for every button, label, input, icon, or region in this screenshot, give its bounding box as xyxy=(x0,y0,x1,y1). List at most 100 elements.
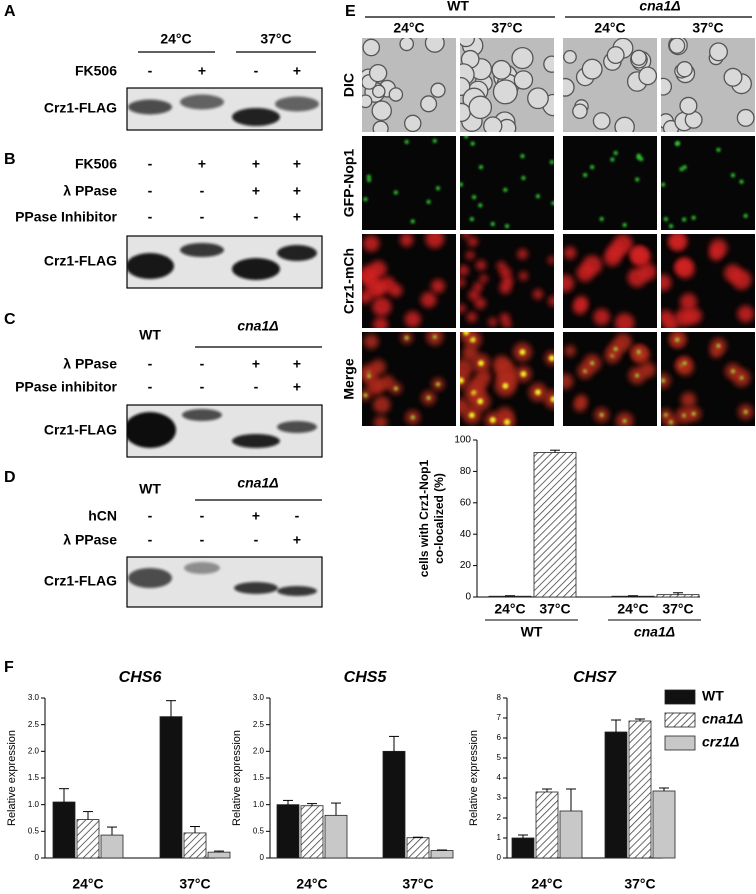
treatment-mark: + xyxy=(252,183,260,199)
nucleolus xyxy=(679,167,684,172)
bar xyxy=(628,720,652,859)
cell xyxy=(543,55,554,73)
blot xyxy=(126,235,323,289)
treatment-mark: - xyxy=(148,63,153,79)
bar xyxy=(488,595,532,598)
cell-signal xyxy=(465,250,475,260)
cell xyxy=(404,114,422,132)
y-tick-label: 0 xyxy=(497,853,502,862)
x-tick-label: 37°C xyxy=(624,876,655,892)
group-label: cna1Δ xyxy=(634,624,675,640)
cell xyxy=(420,95,438,113)
band xyxy=(277,245,317,261)
cell xyxy=(399,38,415,52)
treatment-mark: + xyxy=(198,63,206,79)
y-tick-label: 1 xyxy=(497,833,502,842)
cell xyxy=(527,87,549,110)
y-tick-label: 40 xyxy=(460,529,472,540)
error-bar xyxy=(307,803,317,806)
temperature-header: 24°C xyxy=(594,20,625,36)
colocalized xyxy=(393,386,398,391)
panel-label: A xyxy=(4,3,16,20)
micrograph xyxy=(563,38,657,132)
legend-swatch xyxy=(664,712,696,728)
cell-signal xyxy=(373,317,389,328)
nucleolus xyxy=(549,160,554,165)
nucleolus xyxy=(426,199,431,204)
cell-signal xyxy=(475,259,487,271)
strain-header: cna1Δ xyxy=(639,0,680,14)
treatment-mark: - xyxy=(148,209,153,225)
cell xyxy=(511,46,534,70)
treatment-label: λ PPase xyxy=(63,356,117,372)
nucleolus xyxy=(404,139,409,144)
cell xyxy=(371,100,392,121)
cell-signal xyxy=(631,246,647,262)
condition-header: 24°C xyxy=(160,31,191,47)
band xyxy=(184,562,220,574)
cell-signal xyxy=(563,373,574,390)
blot-area xyxy=(128,562,317,596)
treatment-mark: - xyxy=(254,379,259,395)
blot-target: Crz1-FLAG xyxy=(44,100,117,116)
colocalized xyxy=(739,375,744,380)
treatment-label: λ PPase xyxy=(63,183,117,199)
colocalized xyxy=(675,337,680,342)
cell-signal xyxy=(473,282,483,292)
cell xyxy=(606,46,625,65)
cell-signal xyxy=(488,317,498,327)
cell xyxy=(424,38,445,53)
cell-signal xyxy=(460,278,466,287)
y-tick-label: 2 xyxy=(497,813,502,822)
y-tick-label: 0 xyxy=(35,853,40,862)
nucleolus xyxy=(622,222,627,227)
blot-target: Crz1-FLAG xyxy=(44,253,117,269)
nucleolus xyxy=(583,173,588,178)
cell xyxy=(638,66,657,86)
cell-signal xyxy=(680,392,696,408)
panel-label: E xyxy=(345,3,356,20)
nucleolus xyxy=(675,141,680,146)
colocalized xyxy=(520,370,527,377)
cell-signal xyxy=(639,362,656,378)
blot-target: Crz1-FLAG xyxy=(44,422,117,438)
legend-swatch xyxy=(664,689,696,705)
cell-signal xyxy=(389,283,403,298)
cell-signal xyxy=(425,234,445,249)
colocalized xyxy=(613,347,618,352)
nucleolus xyxy=(669,224,674,229)
cell xyxy=(661,77,673,96)
micrograph xyxy=(563,234,657,328)
y-tick-label: 60 xyxy=(460,497,472,508)
treatment-mark: + xyxy=(293,156,301,172)
cell-signal xyxy=(563,246,577,260)
cell-signal xyxy=(680,293,697,311)
cell-signal xyxy=(638,263,657,281)
y-tick-label: 5 xyxy=(497,753,502,762)
channel-label: DIC xyxy=(341,73,357,97)
cell-signal xyxy=(467,236,478,247)
colocalized xyxy=(682,413,687,418)
cell xyxy=(492,79,518,105)
treatment-mark: - xyxy=(148,508,153,524)
x-tick-label: 24°C xyxy=(72,876,103,892)
colocalized xyxy=(743,409,748,414)
colocalized xyxy=(367,373,372,378)
treatment-mark: + xyxy=(293,379,301,395)
error-bar xyxy=(107,826,117,836)
error-bar xyxy=(190,826,200,833)
strain-header: WT xyxy=(447,0,469,14)
y-tick-label: 2.5 xyxy=(28,720,40,729)
bar xyxy=(382,750,406,859)
micrograph-bg xyxy=(362,136,456,230)
cell-signal xyxy=(460,332,474,340)
band xyxy=(180,243,224,257)
y-tick-label: 0.5 xyxy=(28,826,40,835)
nucleolus xyxy=(610,157,615,162)
treatment-mark: + xyxy=(252,156,260,172)
nucleolus xyxy=(743,213,748,218)
colocalized xyxy=(504,419,511,426)
y-tick-label: 0.5 xyxy=(253,826,265,835)
colocalized xyxy=(477,398,484,405)
blot-area xyxy=(127,243,317,280)
